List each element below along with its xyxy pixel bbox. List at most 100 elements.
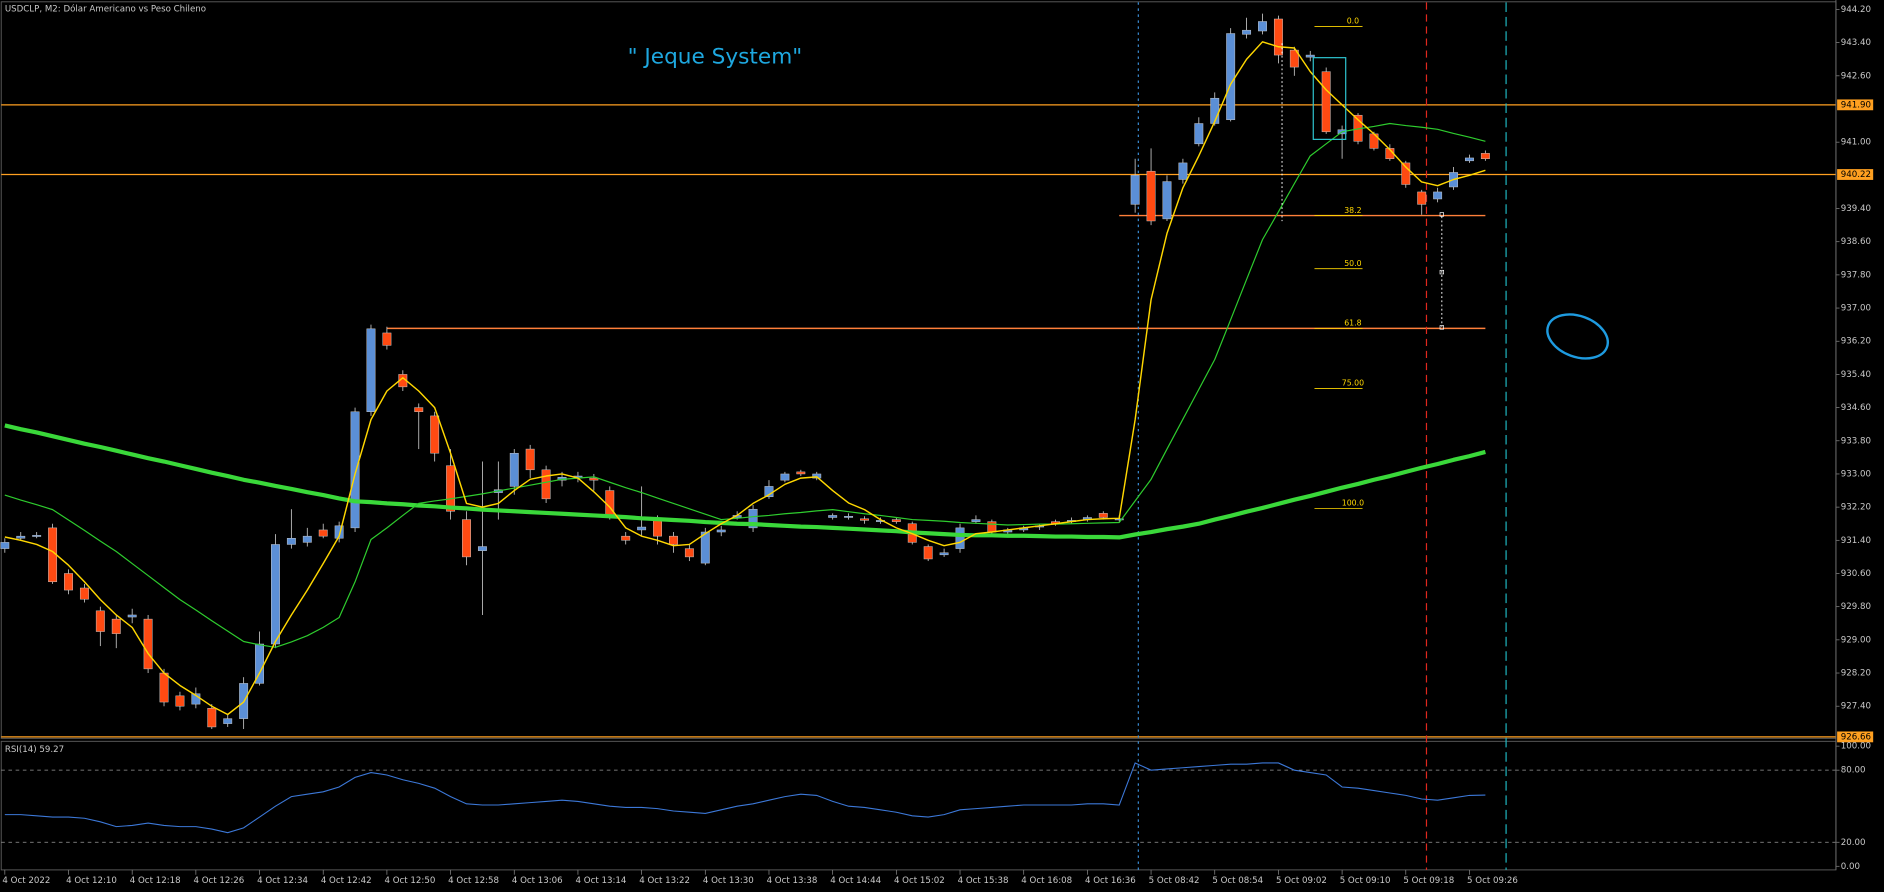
candle-body	[95, 610, 105, 632]
y-tick-label: 937.80	[1841, 270, 1871, 280]
y-tick-label: 20.00	[1841, 838, 1866, 848]
x-tick-label: 5 Oct 08:54	[1212, 876, 1263, 886]
candle-body	[891, 519, 901, 522]
price-level-tag	[1837, 169, 1874, 180]
candle-body	[923, 546, 933, 560]
fib-label: 100.0	[1342, 499, 1364, 508]
candle-body	[175, 695, 185, 707]
candle-body	[541, 469, 551, 500]
candle-body	[509, 452, 519, 487]
candle-body	[1465, 157, 1474, 162]
x-tick-label: 4 Oct 16:08	[1021, 876, 1072, 886]
rsi-title: RSI(14) 59.27	[5, 745, 64, 755]
price-level-tag	[1837, 99, 1874, 111]
x-tick-label: 4 Oct 14:44	[830, 876, 881, 886]
candle-body	[860, 518, 869, 521]
y-tick-label: 936.20	[1841, 337, 1871, 347]
candle-body	[1289, 49, 1299, 68]
rsi-line	[4, 762, 1486, 834]
candle-body	[796, 471, 806, 475]
candle-body	[844, 516, 854, 518]
moving-average	[4, 423, 1486, 540]
candle-body	[1098, 513, 1108, 518]
fib-label: 38.2	[1344, 206, 1361, 215]
candle-body	[780, 473, 790, 481]
anchor-point	[1439, 212, 1444, 217]
candle-body	[159, 672, 169, 703]
candle-body	[1480, 153, 1490, 159]
candle-body	[143, 618, 153, 670]
anchor-point	[1439, 269, 1444, 275]
candle-body	[16, 535, 26, 539]
candle-body	[1273, 18, 1283, 56]
candle-body	[637, 526, 647, 531]
candle-body	[748, 508, 758, 529]
candle-body	[318, 529, 328, 537]
candle-body	[1258, 21, 1267, 32]
x-tick-label: 4 Oct 13:30	[703, 876, 754, 886]
y-tick-label: 80.00	[1841, 766, 1866, 776]
candle-body	[1242, 29, 1252, 35]
candle-body	[79, 587, 89, 600]
drawings	[1281, 43, 1609, 360]
x-tick-label: 4 Oct 12:10	[66, 876, 117, 886]
candle-body	[653, 519, 662, 537]
candle-body	[382, 332, 392, 346]
candle-body	[939, 552, 949, 556]
candle-body	[127, 614, 137, 618]
y-tick-label: 941.00	[1841, 138, 1871, 148]
candle-body	[446, 465, 456, 512]
candle-body	[207, 708, 217, 728]
candle-body	[32, 535, 42, 537]
x-tick-label: 4 Oct 12:58	[448, 876, 499, 886]
y-tick-label: 943.40	[1841, 38, 1871, 48]
candle-body	[414, 407, 424, 412]
x-tick-label: 4 Oct 2022	[2, 876, 50, 886]
x-tick-label: 5 Oct 08:42	[1149, 876, 1200, 886]
x-tick-label: 4 Oct 12:34	[257, 876, 308, 886]
y-tick-label: 931.40	[1841, 536, 1871, 546]
x-tick-label: 4 Oct 16:36	[1085, 876, 1136, 886]
candle-body	[828, 515, 838, 518]
price-level-tag	[1837, 731, 1874, 743]
candle-body	[271, 544, 280, 645]
x-tick-label: 4 Oct 12:26	[193, 876, 244, 886]
x-tick-label: 5 Oct 09:18	[1403, 876, 1454, 886]
candle-body	[223, 718, 233, 724]
candle-body	[1305, 54, 1315, 58]
candle-body	[477, 546, 487, 551]
price-level-label: 940.22	[1841, 170, 1871, 180]
candle-body	[1417, 191, 1427, 205]
price-level-label: 926.66	[1841, 732, 1871, 742]
fib-label: 0.0	[1347, 17, 1359, 26]
candle-body	[286, 537, 296, 545]
fib-label: 50.0	[1344, 259, 1361, 268]
candle-body	[1146, 170, 1156, 222]
candle-body	[1178, 162, 1188, 180]
annotation: " Jeque System"	[628, 45, 803, 70]
price-level-label: 941.90	[1841, 100, 1871, 110]
y-tick-label: 929.00	[1841, 635, 1871, 645]
candle-body	[589, 477, 599, 481]
y-tick-label: 944.20	[1841, 5, 1871, 15]
candle-body	[1194, 123, 1204, 145]
x-tick-label: 4 Oct 15:38	[958, 876, 1009, 886]
y-tick-label: 927.40	[1841, 702, 1871, 712]
candle-body	[684, 548, 694, 558]
candle-body	[955, 527, 965, 549]
candle-body	[462, 519, 471, 558]
y-tick-label: 938.60	[1841, 237, 1871, 247]
candle-body	[1226, 33, 1236, 121]
candle-body	[350, 411, 360, 529]
x-tick-label: 5 Oct 09:26	[1467, 876, 1518, 886]
y-tick-label: 930.60	[1841, 569, 1871, 579]
fib-label: 61.8	[1344, 319, 1361, 328]
y-tick-label: 942.60	[1841, 71, 1871, 81]
x-tick-label: 4 Oct 13:14	[576, 876, 627, 886]
y-tick-label: 928.20	[1841, 669, 1871, 679]
x-tick-label: 4 Oct 12:50	[385, 876, 436, 886]
candle-body	[430, 415, 440, 454]
candle-body	[1321, 71, 1331, 133]
x-tick-label: 5 Oct 09:02	[1276, 876, 1327, 886]
candle-body	[0, 542, 10, 549]
